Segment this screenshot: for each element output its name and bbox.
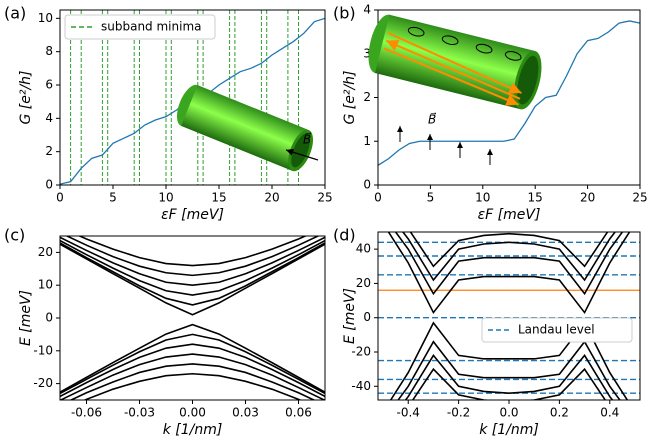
x-axis-label: εF [meV] — [161, 207, 224, 223]
data-line — [60, 343, 325, 398]
x-tick-label: 25 — [317, 191, 332, 205]
y-tick-label: 10 — [38, 11, 53, 25]
y-tick-label: 20 — [38, 245, 53, 259]
data-line — [378, 20, 640, 166]
panel-label: (b) — [333, 4, 356, 23]
legend-label: Landau level — [518, 323, 595, 337]
y-tick-label: 2 — [363, 90, 371, 104]
x-tick-label: 10 — [475, 191, 490, 205]
x-tick-label: -0.4 — [397, 406, 420, 420]
data-line — [69, 363, 316, 400]
y-tick-label: 0 — [45, 311, 53, 325]
b-arrow — [285, 148, 319, 161]
y-tick-label: 40 — [356, 242, 371, 256]
data-line — [82, 372, 303, 400]
legend-box — [64, 14, 216, 40]
x-tick-label: -0.03 — [124, 406, 155, 420]
y-axis-label: E [meV] — [342, 288, 358, 344]
x-tick-label: 20 — [580, 191, 595, 205]
y-axis-label: G [e²/h] — [18, 70, 34, 124]
x-tick-label: 0.4 — [600, 406, 619, 420]
data-line — [65, 236, 320, 277]
y-tick-label: -40 — [351, 379, 371, 393]
data-line — [60, 236, 325, 287]
x-tick-label: 5 — [109, 191, 117, 205]
x-axis-label: εF [meV] — [478, 207, 541, 223]
data-line — [60, 243, 325, 316]
y-tick-label: 10 — [38, 278, 53, 292]
x-tick-label: 0.06 — [285, 406, 312, 420]
y-tick-label: -10 — [33, 343, 53, 357]
plot-frame — [59, 9, 326, 186]
data-line — [409, 232, 609, 268]
x-axis-label: k [1/nm] — [479, 422, 539, 438]
y-tick-label: 4 — [45, 111, 53, 125]
y-tick-label: 6 — [45, 78, 53, 92]
x-axis-label: k [1/nm] — [163, 422, 223, 438]
y-axis-label: E [meV] — [18, 290, 34, 346]
x-tick-label: 25 — [632, 191, 647, 205]
insets: B⃗ B⃗ — [176, 14, 542, 172]
inset-label: B⃗ — [303, 132, 311, 146]
x-tick-label: 0.00 — [179, 406, 206, 420]
y-tick-label: 3 — [363, 46, 371, 60]
y-tick-label: -20 — [33, 376, 53, 390]
y-tick-label: 4 — [363, 3, 371, 17]
data-line — [387, 232, 631, 315]
y-tick-label: -20 — [351, 345, 371, 359]
tube-b — [368, 14, 542, 110]
field-arrows — [397, 126, 493, 165]
y-tick-label: 2 — [45, 144, 53, 158]
x-tick-label: 15 — [211, 191, 226, 205]
data-line — [404, 354, 614, 400]
x-tick-label: 0 — [374, 191, 382, 205]
x-tick-label: 15 — [528, 191, 543, 205]
y-tick-label: 0 — [363, 178, 371, 192]
data-line — [394, 232, 624, 296]
data-line — [77, 236, 308, 267]
x-tick-label: 0.0 — [499, 406, 518, 420]
data-line — [60, 353, 325, 400]
y-tick-label: 1 — [363, 134, 371, 148]
y-tick-label: 8 — [45, 44, 53, 58]
x-tick-label: 0.2 — [550, 406, 569, 420]
x-tick-label: 20 — [264, 191, 279, 205]
x-tick-label: -0.06 — [71, 406, 102, 420]
panel-label: (d) — [333, 226, 356, 245]
legend-label: subband minima — [101, 20, 202, 34]
data-line — [401, 232, 617, 282]
y-tick-label: 0 — [45, 178, 53, 192]
data-line — [60, 333, 325, 395]
data-line — [397, 340, 621, 400]
y-axis-label: G [e²/h] — [342, 70, 358, 124]
panel-label: (c) — [4, 226, 25, 245]
panel-label: (a) — [4, 4, 26, 23]
tube-a — [176, 84, 314, 172]
legend-box — [481, 317, 633, 343]
data-line — [411, 367, 607, 400]
data-line — [60, 323, 325, 393]
y-tick-label: 0 — [363, 310, 371, 324]
x-tick-label: 10 — [158, 191, 173, 205]
inset-label: B⃗ — [428, 112, 436, 126]
x-tick-label: 0 — [56, 191, 64, 205]
data-line — [60, 239, 325, 296]
y-tick-label: 20 — [356, 276, 371, 290]
x-tick-label: -0.2 — [447, 406, 470, 420]
x-tick-label: 0.03 — [232, 406, 259, 420]
data-line — [60, 242, 325, 306]
x-tick-label: 5 — [427, 191, 435, 205]
